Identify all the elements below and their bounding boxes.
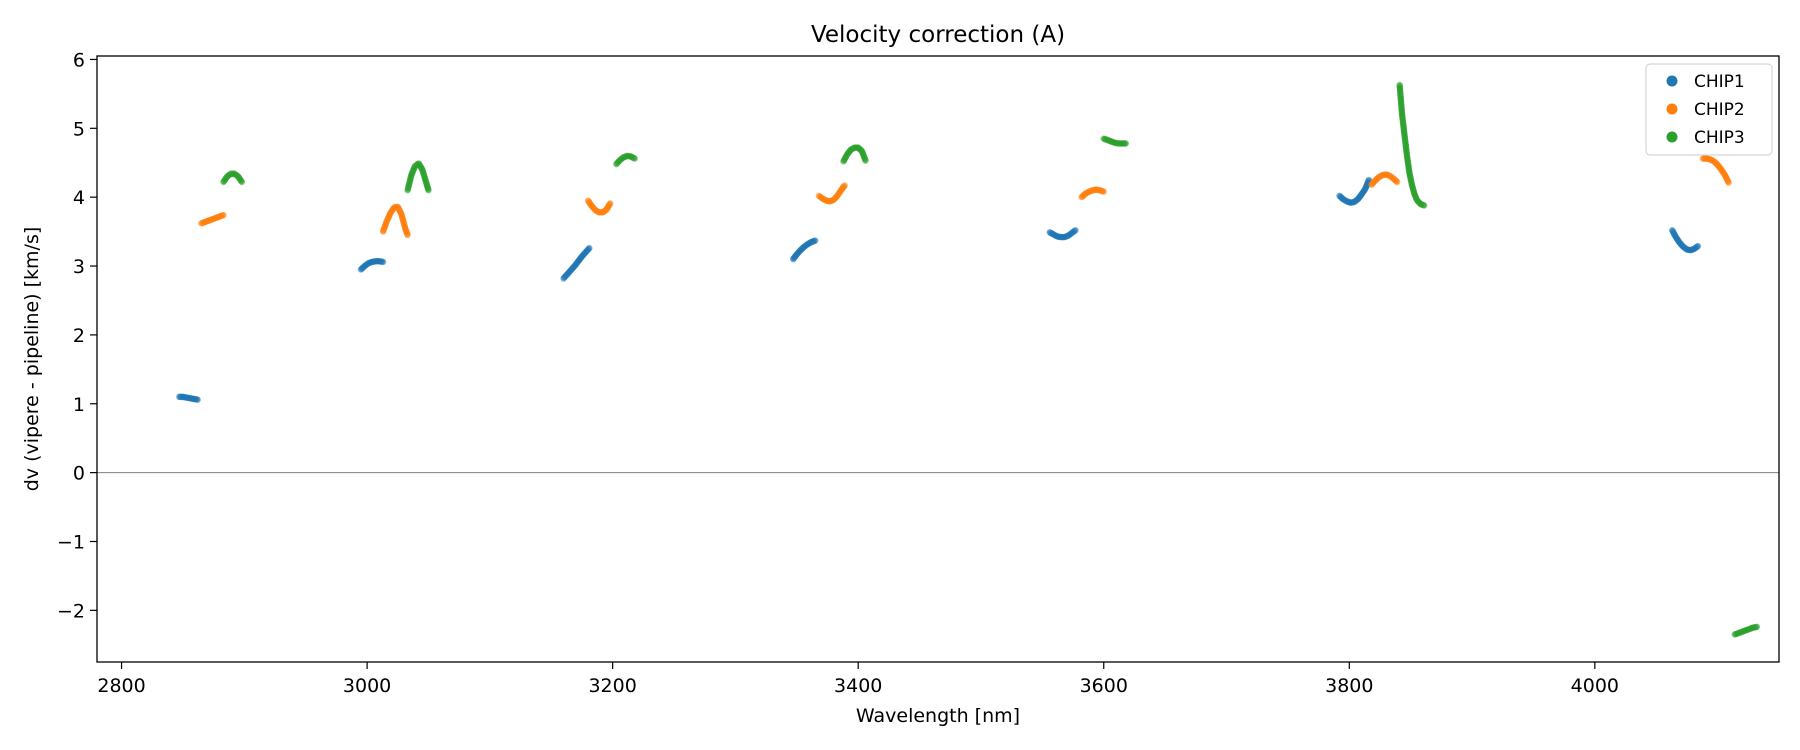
legend: CHIP1 CHIP2 CHIP3 [1645,63,1773,156]
y-tick-label: −1 [57,531,85,553]
y-tick-label: 3 [73,256,85,278]
legend-label-chip3: CHIP3 [1694,128,1745,148]
y-axis-label: dv (vipere - pipeline) [km/s] [21,227,43,492]
data-point [812,237,819,244]
data-point [631,155,638,162]
legend-box [1645,63,1773,156]
legend-label-chip2: CHIP2 [1694,100,1745,120]
data-point [586,244,593,252]
legend-marker-chip1 [1666,75,1678,87]
x-axis: 2800 3000 3200 3400 3600 3800 4000 [97,662,1619,697]
x-tick-label: 3600 [1080,675,1128,697]
y-tick-label: 5 [73,118,85,140]
data-point [1420,202,1428,209]
data-point [1753,623,1761,631]
x-tick-label: 4000 [1571,675,1619,697]
x-tick-label: 3800 [1325,675,1373,697]
series-chip3 [220,81,1761,638]
x-tick-label: 3400 [834,675,882,697]
data-point [194,396,201,403]
y-tick-label: 1 [73,394,85,416]
y-tick-label: −2 [57,600,85,622]
data-point [1122,140,1130,147]
data-point [1100,188,1107,195]
data-points [176,81,1761,638]
x-tick-label: 2800 [97,675,145,697]
chart-title: Velocity correction (A) [811,22,1065,48]
data-point [862,157,869,164]
data-point [1393,178,1401,186]
data-point [1072,227,1079,234]
y-tick-label: 0 [73,463,85,485]
data-point [220,211,227,219]
series-chip2 [198,155,1732,239]
y-tick-label: 4 [73,187,85,209]
plot-frame [96,55,1780,663]
data-point [841,182,848,189]
data-point [1725,179,1732,186]
data-point [606,200,614,207]
x-axis-label: Wavelength [nm] [856,705,1020,727]
legend-marker-chip2 [1666,103,1678,115]
y-tick-label: 6 [73,49,85,71]
data-point [1694,242,1702,250]
data-point [379,258,387,266]
data-point [404,231,411,239]
legend-marker-chip3 [1666,131,1678,143]
x-tick-label: 3000 [343,675,391,697]
data-point [425,187,432,194]
data-point [238,178,246,186]
y-tick-label: 2 [73,325,85,347]
series-chip1 [176,176,1702,403]
x-tick-label: 3200 [588,675,636,697]
legend-label-chip1: CHIP1 [1694,72,1745,92]
y-axis: −2 −1 0 1 2 3 4 5 6 [57,49,97,622]
